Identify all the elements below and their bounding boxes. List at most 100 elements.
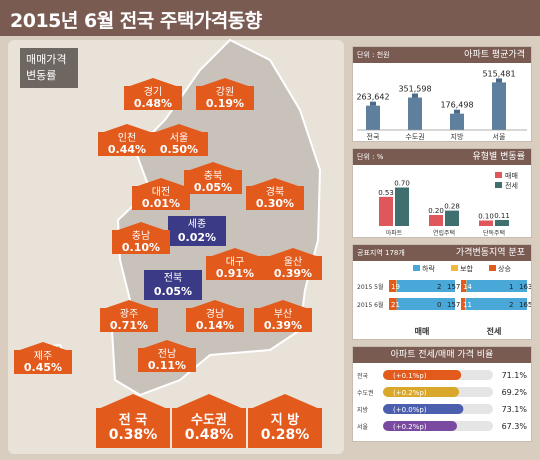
page-title: 2015년 6월 전국 주택가격동향 (0, 0, 540, 36)
ratio-fill-1 (383, 387, 460, 397)
distribution-title: 가격변동지역 분포 (455, 248, 525, 258)
ratio-value-3: 67.3% (502, 422, 528, 431)
type-change-panel: 단위 : % 유형별 변동률 0.53 0.70 아파트 0.20 0.28 연립주택 0.1… (352, 148, 532, 238)
avg-price-panel: 단위 : 천원 아파트 평균가격 263,642 전국 351,598 수도권 176,4… (352, 46, 532, 142)
summary-capital: 수도권 0.48% (172, 394, 246, 448)
ratio-title: 아파트 전세/매매 가격 비율 (390, 350, 494, 360)
ratio-name-2: 지방 (357, 406, 369, 414)
seg-rent-0-0 (466, 280, 527, 292)
seg-rent-0-1 (466, 280, 467, 292)
dist-legend-swatch-0 (413, 265, 420, 271)
val-rent-0-flat: 1 (509, 283, 513, 291)
ratio-value-2: 73.1% (502, 405, 528, 414)
summary-national: 전 국 0.38% (96, 394, 170, 448)
bar-top-0 (370, 101, 376, 106)
type-change-title: 유형별 변동률 (472, 152, 525, 162)
val-rent-1-flat: 2 (509, 301, 513, 309)
legend-swatch-1 (495, 182, 502, 188)
region-gyeongnam: 경남 0.14% (186, 300, 244, 332)
legend-label-0: 매매 (505, 172, 518, 180)
region-gangwon: 강원 0.19% (196, 78, 254, 110)
region-gyeongbuk: 경북 0.30% (246, 178, 304, 210)
bar-top-2 (454, 109, 460, 114)
dist-legend-label-2: 상승 (498, 264, 511, 273)
dist-legend-label-1: 보합 (460, 264, 473, 273)
ratio-chart: 전국 (+0.1%p) 71.1% 수도권 (+0.2%p) 69.2% 지방 (+0.0%p… (357, 370, 528, 431)
val-sale-1-down: 157 (447, 301, 460, 309)
seg-sale-0-1 (396, 280, 397, 292)
region-incheon: 인천 0.44% (98, 124, 156, 156)
category-label-0: 전국 (367, 132, 380, 141)
seg-sale-0-0 (396, 280, 455, 292)
seg-sale-0-2 (389, 280, 397, 292)
seg-rent-1-0 (465, 298, 527, 310)
dist-legend-swatch-2 (489, 265, 496, 271)
legend-swatch-0 (495, 172, 502, 178)
bar-3 (492, 82, 506, 130)
region-ulsan: 울산 0.39% (264, 248, 322, 280)
bar-0 (366, 105, 380, 130)
bar-매매-1 (429, 215, 443, 226)
val-sale-0-flat: 2 (437, 283, 441, 291)
legend-line-1: 매매가격 (26, 53, 67, 66)
region-jeju: 제주 0.45% (14, 342, 72, 374)
category-2: 단독주택 (483, 229, 505, 237)
category-label-3: 서울 (493, 132, 506, 141)
ratio-name-0: 전국 (357, 372, 369, 380)
region-chungbuk: 충북 0.05% (184, 162, 242, 194)
val-rent-0-up: 14 (463, 283, 472, 291)
value-label-0: 263,642 (356, 93, 389, 102)
val-sale-0-up: 19 (391, 283, 400, 291)
bar-top-1 (412, 93, 418, 98)
category-0: 아파트 (386, 229, 403, 237)
legend-label-1: 전세 (505, 181, 518, 190)
value-label-1: 351,598 (398, 85, 431, 94)
row-year-0: 2015 5월 (357, 283, 384, 291)
seg-sale-1-0 (396, 298, 455, 310)
region-jeonbuk: 전북 0.05% (144, 266, 202, 300)
group-sale: 매매 (415, 326, 430, 336)
dist-legend-swatch-1 (451, 265, 458, 271)
region-jeonnam: 전남 0.11% (138, 340, 196, 372)
region-seoul: 서울 0.50% (150, 124, 208, 156)
dist-legend-label-0: 하락 (422, 264, 435, 273)
val-sale-0-down: 157 (447, 283, 460, 291)
ratio-change-0: (+0.1%p) (393, 372, 427, 380)
seg-rent-1-2 (461, 298, 466, 310)
summary-provinces: 지 방 0.28% (248, 394, 322, 448)
ratio-panel: 아파트 전세/매매 가격 비율 전국 (+0.1%p) 71.1% 수도권 (+0.2%… (352, 346, 532, 442)
bar-전세-0 (395, 187, 409, 226)
avg-price-unit: 단위 : 천원 (357, 51, 390, 59)
avg-price-chart: 263,642 전국 351,598 수도권 176,498 지방 515,481 서울 (356, 69, 527, 141)
row-year-1: 2015 6월 (357, 301, 384, 309)
avg-price-title: 아파트 평균가격 (464, 50, 525, 60)
value-매매-2: 0.10 (478, 213, 494, 221)
seg-sale-1-2 (389, 298, 397, 310)
bar-매매-0 (379, 196, 393, 226)
seg-rent-0-2 (461, 280, 467, 292)
ratio-name-3: 서울 (357, 423, 369, 431)
value-전세-1: 0.28 (444, 203, 460, 211)
val-rent-1-up: 11 (463, 301, 472, 309)
region-gyeonggi: 경기 0.48% (124, 78, 182, 110)
category-label-1: 수도권 (405, 133, 424, 141)
ratio-change-3: (+0.2%p) (393, 423, 427, 431)
ratio-value-0: 71.1% (502, 371, 528, 380)
ratio-change-2: (+0.0%p) (393, 406, 427, 414)
ratio-value-1: 69.2% (502, 388, 528, 397)
value-매매-1: 0.20 (428, 207, 444, 215)
bar-전세-1 (445, 210, 459, 226)
legend-line-2: 변동률 (26, 69, 57, 82)
category-1: 연립주택 (433, 229, 455, 237)
ratio-change-1: (+0.2%p) (393, 389, 427, 397)
val-rent-0-down: 163 (519, 283, 531, 291)
region-chungnam: 충남 0.10% (112, 222, 170, 254)
value-label-2: 176,498 (440, 101, 473, 110)
region-gwangju: 광주 0.71% (100, 300, 158, 332)
legend-box: 매매가격 변동률 (20, 48, 78, 88)
value-전세-0: 0.70 (394, 180, 410, 188)
val-rent-1-down: 165 (519, 301, 531, 309)
